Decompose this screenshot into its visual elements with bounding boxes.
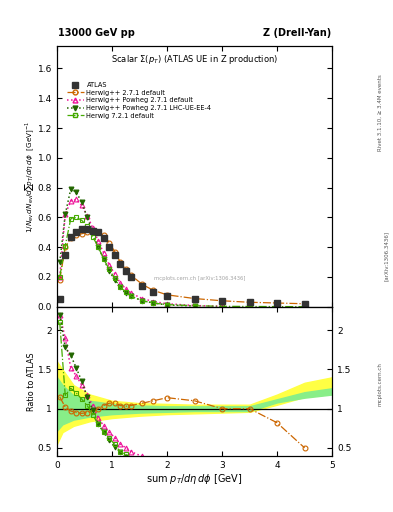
- Text: [arXiv:1306.3436]: [arXiv:1306.3436]: [384, 231, 389, 281]
- X-axis label: sum $p_T/d\eta\,d\phi$ [GeV]: sum $p_T/d\eta\,d\phi$ [GeV]: [146, 472, 243, 486]
- Text: Scalar $\Sigma(p_T)$ (ATLAS UE in Z production): Scalar $\Sigma(p_T)$ (ATLAS UE in Z prod…: [111, 53, 278, 66]
- Text: 13000 GeV pp: 13000 GeV pp: [58, 28, 135, 38]
- Y-axis label: Ratio to ATLAS: Ratio to ATLAS: [28, 352, 37, 411]
- Legend: ATLAS, Herwig++ 2.7.1 default, Herwig++ Powheg 2.7.1 default, Herwig++ Powheg 2.: ATLAS, Herwig++ 2.7.1 default, Herwig++ …: [66, 81, 213, 120]
- Text: Z (Drell-Yan): Z (Drell-Yan): [263, 28, 331, 38]
- Text: mcplots.cern.ch [arXiv:1306.3436]: mcplots.cern.ch [arXiv:1306.3436]: [154, 275, 246, 281]
- Y-axis label: $1/N_{\rm ev}\,dN_{\rm ev}/d\!\sum\! p_T/d\eta\,d\phi$  [GeV]$^{-1}$: $1/N_{\rm ev}\,dN_{\rm ev}/d\!\sum\! p_T…: [24, 120, 37, 232]
- Text: Rivet 3.1.10, ≥ 3.4M events: Rivet 3.1.10, ≥ 3.4M events: [378, 74, 383, 151]
- Text: mcplots.cern.ch: mcplots.cern.ch: [378, 362, 383, 406]
